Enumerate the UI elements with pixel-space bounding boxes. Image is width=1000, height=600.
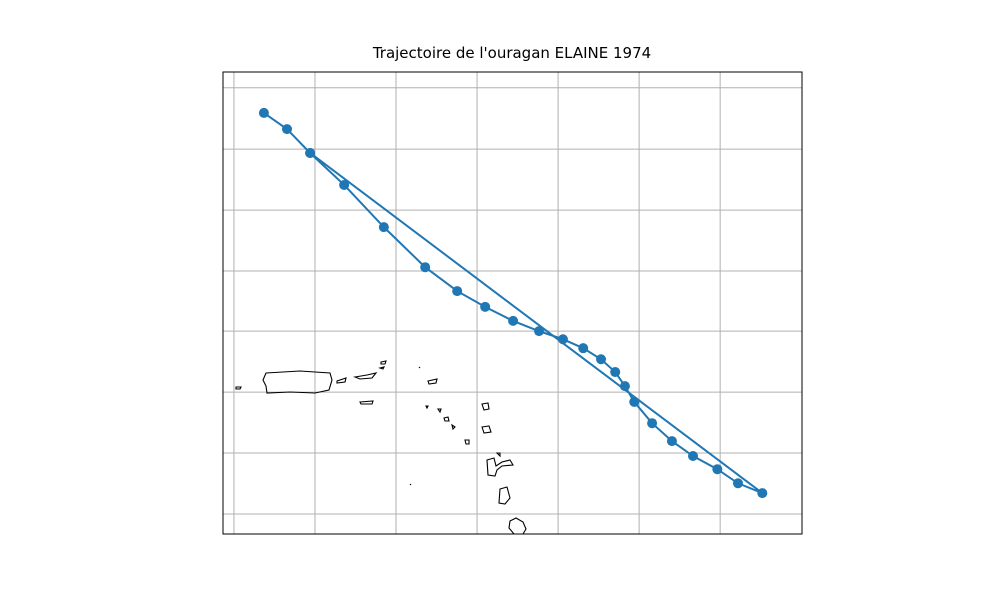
- chart-title: Trajectoire de l'ouragan ELAINE 1974: [372, 44, 651, 62]
- track-point: [732, 478, 743, 489]
- track-point: [557, 334, 568, 345]
- map-frame: [222, 71, 803, 535]
- track-point: [378, 222, 389, 233]
- track-point: [629, 396, 640, 407]
- puerto-rico: [262, 370, 333, 394]
- track-point: [757, 488, 768, 499]
- track-point: [534, 326, 545, 337]
- dominica: [498, 486, 511, 505]
- guadeloupe: [486, 452, 514, 477]
- st-croix: [359, 400, 374, 405]
- antigua: [481, 425, 492, 434]
- anguilla-st-martin: [418, 366, 438, 385]
- coastlines: [235, 360, 527, 535]
- track-point: [610, 367, 621, 378]
- track-point: [480, 301, 491, 312]
- vieques: [336, 377, 347, 384]
- track-point: [596, 354, 607, 365]
- track-point: [305, 147, 316, 158]
- track-point: [258, 107, 269, 118]
- track-point: [508, 315, 519, 326]
- track-point: [282, 124, 293, 135]
- track-layer: [258, 107, 768, 499]
- track-point: [339, 179, 350, 190]
- track-point: [452, 286, 463, 297]
- track-point: [619, 381, 630, 392]
- mona-island: [235, 386, 242, 390]
- track-point: [420, 262, 431, 273]
- grid: [223, 72, 802, 534]
- track-point: [647, 418, 658, 429]
- track-point: [578, 343, 589, 354]
- martinique: [508, 517, 527, 535]
- track-point: [666, 436, 677, 447]
- track-point: [688, 451, 699, 462]
- virgin-islands: [352, 360, 387, 380]
- barbuda: [481, 402, 490, 411]
- small-islands: [409, 405, 470, 486]
- track-point: [712, 464, 723, 475]
